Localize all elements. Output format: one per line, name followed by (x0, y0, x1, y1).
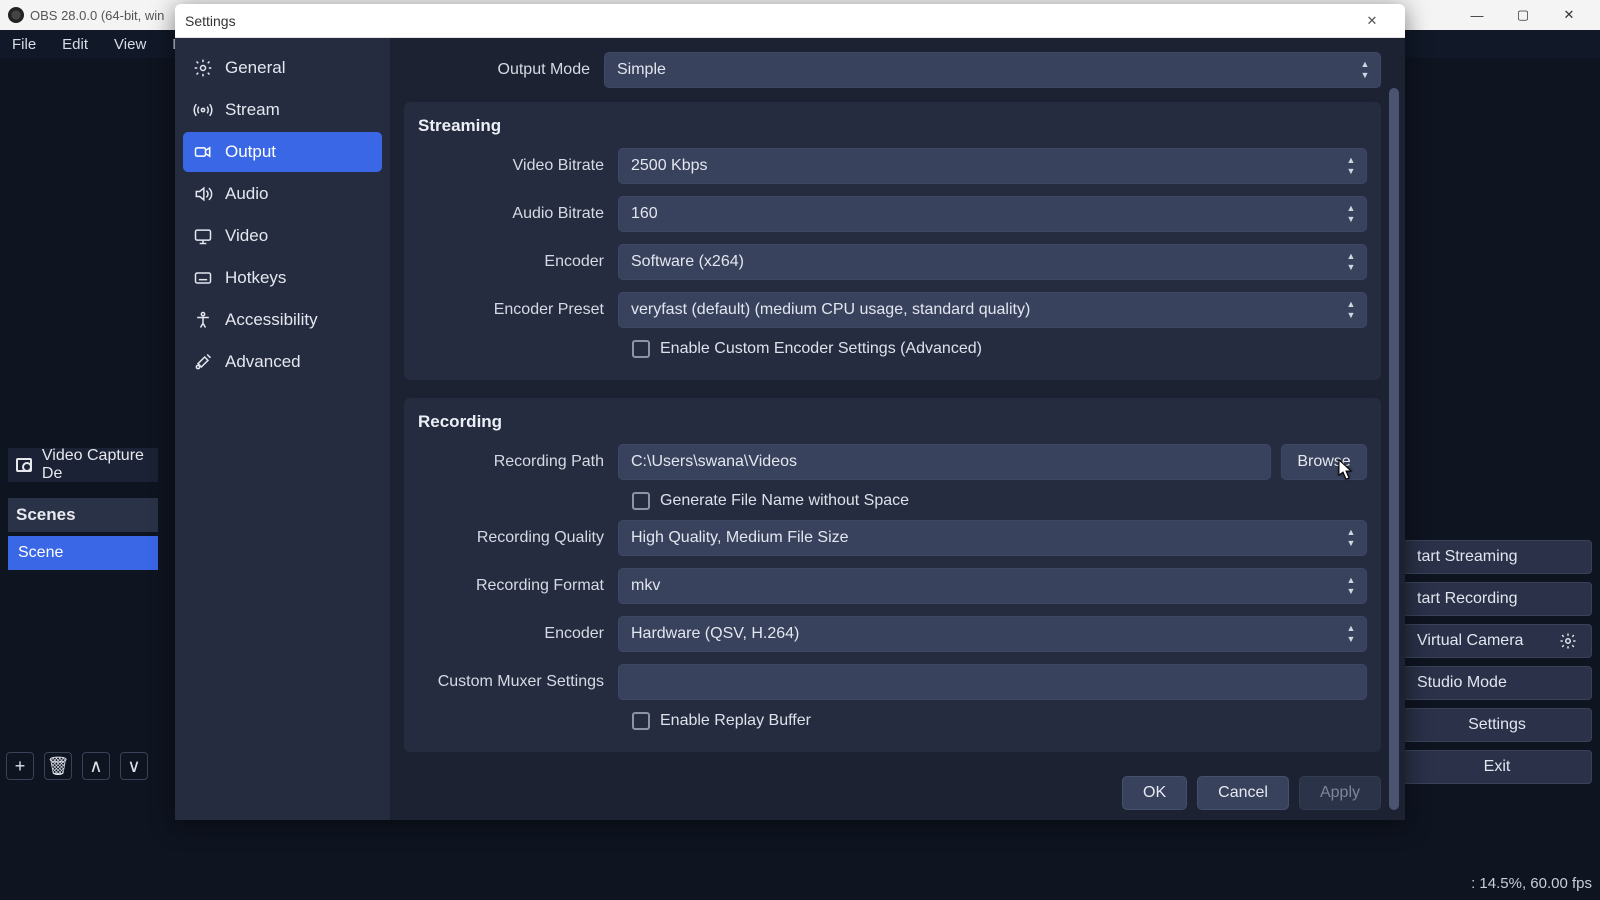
minimize-button[interactable]: — (1454, 0, 1500, 30)
apply-button[interactable]: Apply (1299, 776, 1381, 810)
monitor-icon (193, 226, 213, 246)
source-item-label: Video Capture De (42, 447, 150, 483)
delete-scene-button[interactable]: 🗑 (44, 752, 72, 780)
exit-button[interactable]: Exit (1402, 750, 1592, 784)
broadcast-icon (193, 100, 213, 120)
video-bitrate-label: Video Bitrate (418, 157, 618, 175)
sidebar-item-audio[interactable]: Audio (183, 174, 382, 214)
encoder-preset-select[interactable]: veryfast (default) (medium CPU usage, st… (618, 292, 1367, 328)
menu-file[interactable]: File (8, 34, 40, 55)
browse-button[interactable]: Browse (1281, 444, 1367, 480)
maximize-button[interactable]: ▢ (1500, 0, 1546, 30)
audio-bitrate-label: Audio Bitrate (418, 205, 618, 223)
chevron-updown-icon: ▲▼ (1342, 249, 1360, 275)
chevron-updown-icon: ▲▼ (1342, 621, 1360, 647)
obs-logo-icon (8, 7, 24, 23)
settings-button[interactable]: Settings (1402, 708, 1592, 742)
scrollbar[interactable] (1389, 88, 1399, 810)
start-recording-button[interactable]: tart Recording (1402, 582, 1592, 616)
spin-arrows-icon: ▲▼ (1342, 153, 1360, 179)
video-bitrate-input[interactable]: 2500 Kbps ▲▼ (618, 148, 1367, 184)
recording-format-label: Recording Format (418, 577, 618, 595)
recording-encoder-select[interactable]: Hardware (QSV, H.264) ▲▼ (618, 616, 1367, 652)
menu-edit[interactable]: Edit (58, 34, 92, 55)
chevron-updown-icon: ▲▼ (1342, 525, 1360, 551)
recording-format-select[interactable]: mkv ▲▼ (618, 568, 1367, 604)
recording-path-input[interactable]: C:\Users\swana\Videos (618, 444, 1271, 480)
output-icon (193, 142, 213, 162)
settings-sidebar: General Stream Output Audio Video Hotkey… (175, 38, 390, 820)
dialog-footer: OK Cancel Apply (1122, 776, 1381, 810)
ok-button[interactable]: OK (1122, 776, 1187, 810)
settings-content: Output Mode Simple ▲▼ Streaming Video Bi… (390, 38, 1405, 820)
menu-view[interactable]: View (110, 34, 150, 55)
scene-controls: + 🗑 ∧ ∨ (6, 748, 166, 784)
main-window-title: OBS 28.0.0 (64-bit, win (30, 8, 164, 23)
accessibility-icon (193, 310, 213, 330)
virtual-camera-button[interactable]: Virtual Camera (1402, 624, 1592, 658)
recording-encoder-label: Encoder (418, 625, 618, 643)
move-up-button[interactable]: ∧ (82, 752, 110, 780)
generate-filename-label: Generate File Name without Space (660, 492, 909, 510)
settings-dialog: Settings ✕ General Stream Output Audio (175, 4, 1405, 820)
scenes-header: Scenes (8, 498, 158, 532)
chevron-updown-icon: ▲▼ (1342, 297, 1360, 323)
replay-buffer-label: Enable Replay Buffer (660, 712, 811, 730)
status-bar-text: : 14.5%, 60.00 fps (1471, 875, 1592, 892)
replay-buffer-checkbox[interactable] (632, 712, 650, 730)
recording-quality-select[interactable]: High Quality, Medium File Size ▲▼ (618, 520, 1367, 556)
recording-title: Recording (418, 412, 1367, 432)
chevron-updown-icon: ▲▼ (1342, 201, 1360, 227)
keyboard-icon (193, 268, 213, 288)
studio-mode-button[interactable]: Studio Mode (1402, 666, 1592, 700)
sidebar-item-output[interactable]: Output (183, 132, 382, 172)
chevron-updown-icon: ▲▼ (1342, 573, 1360, 599)
output-mode-select[interactable]: Simple ▲▼ (604, 52, 1381, 88)
sidebar-item-hotkeys[interactable]: Hotkeys (183, 258, 382, 298)
speaker-icon (193, 184, 213, 204)
sidebar-item-video[interactable]: Video (183, 216, 382, 256)
output-mode-label: Output Mode (404, 61, 604, 79)
chevron-updown-icon: ▲▼ (1356, 57, 1374, 83)
custom-muxer-input[interactable] (618, 664, 1367, 700)
streaming-encoder-select[interactable]: Software (x264) ▲▼ (618, 244, 1367, 280)
streaming-section: Streaming Video Bitrate 2500 Kbps ▲▼ Aud… (404, 102, 1381, 380)
tools-icon (193, 352, 213, 372)
streaming-title: Streaming (418, 116, 1367, 136)
enable-custom-encoder-checkbox[interactable] (632, 340, 650, 358)
add-scene-button[interactable]: + (6, 752, 34, 780)
camera-icon (16, 458, 32, 472)
gear-icon (1559, 632, 1577, 650)
source-list-item[interactable]: Video Capture De (8, 448, 158, 482)
close-main-button[interactable]: ✕ (1546, 0, 1592, 30)
audio-bitrate-select[interactable]: 160 ▲▼ (618, 196, 1367, 232)
recording-section: Recording Recording Path C:\Users\swana\… (404, 398, 1381, 752)
start-streaming-button[interactable]: tart Streaming (1402, 540, 1592, 574)
settings-titlebar: Settings ✕ (175, 4, 1405, 38)
controls-panel: tart Streaming tart Recording Virtual Ca… (1402, 540, 1592, 784)
recording-quality-label: Recording Quality (418, 529, 618, 547)
encoder-preset-label: Encoder Preset (418, 301, 618, 319)
cancel-button[interactable]: Cancel (1197, 776, 1289, 810)
sidebar-item-accessibility[interactable]: Accessibility (183, 300, 382, 340)
sidebar-item-advanced[interactable]: Advanced (183, 342, 382, 382)
custom-muxer-label: Custom Muxer Settings (418, 673, 618, 691)
enable-custom-encoder-label: Enable Custom Encoder Settings (Advanced… (660, 340, 982, 358)
scene-list-item[interactable]: Scene (8, 536, 158, 570)
move-down-button[interactable]: ∨ (120, 752, 148, 780)
recording-path-label: Recording Path (418, 453, 618, 471)
close-settings-button[interactable]: ✕ (1349, 6, 1395, 36)
sidebar-item-general[interactable]: General (183, 48, 382, 88)
sidebar-item-stream[interactable]: Stream (183, 90, 382, 130)
gear-icon (193, 58, 213, 78)
encoder-label: Encoder (418, 253, 618, 271)
settings-title: Settings (185, 13, 236, 29)
generate-filename-checkbox[interactable] (632, 492, 650, 510)
